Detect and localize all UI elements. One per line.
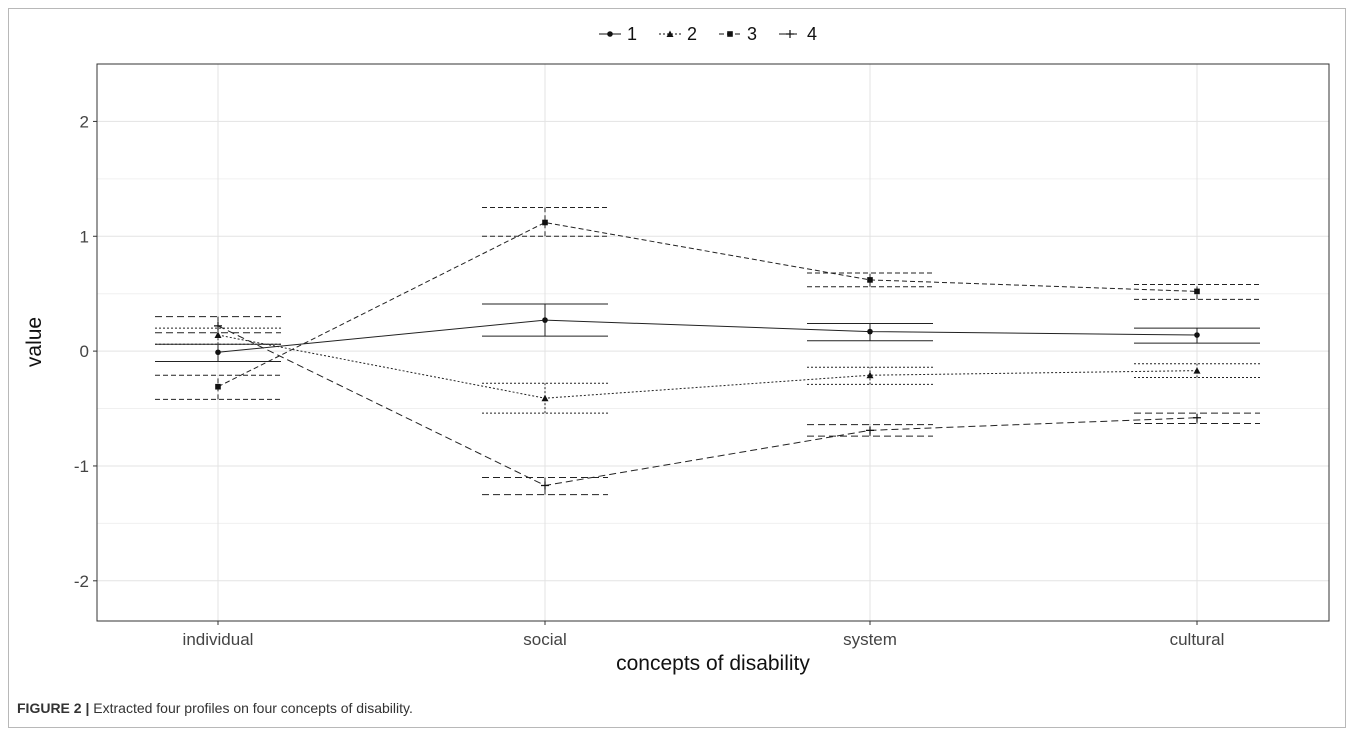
data-point <box>541 481 549 490</box>
line-chart: -2 -1 0 1 2 individual social system cultural 1… <box>23 24 1330 675</box>
data-point <box>1193 413 1201 422</box>
legend-label: 4 <box>807 24 817 44</box>
data-point <box>215 383 221 390</box>
series-1 <box>155 303 1260 362</box>
y-tick-label: -1 <box>74 457 89 476</box>
y-tick-label: 1 <box>80 227 89 246</box>
legend-key-marker <box>727 31 733 37</box>
data-point <box>215 349 221 356</box>
y-tick-label: 2 <box>80 112 89 131</box>
data-point <box>1193 367 1201 374</box>
data-point <box>541 394 549 402</box>
series-4 <box>155 316 1260 496</box>
y-axis-title: value <box>23 317 46 367</box>
x-tick-label: cultural <box>1170 630 1225 649</box>
x-tick-label: social <box>523 630 566 649</box>
series-line <box>217 334 1198 399</box>
x-tick-label: individual <box>183 630 254 649</box>
y-axis: -2 -1 0 1 2 <box>74 112 97 591</box>
data-point <box>214 321 222 330</box>
data-point <box>542 219 548 226</box>
legend-item-4: 4 <box>779 24 817 44</box>
data-point <box>866 371 874 379</box>
series-2 <box>155 327 1260 414</box>
figure-frame <box>8 8 1346 728</box>
data-point <box>542 317 548 323</box>
plot-panel <box>96 63 1330 622</box>
data-point <box>1194 332 1200 338</box>
data-point <box>866 426 874 435</box>
data-point <box>1194 288 1200 295</box>
caption-label: FIGURE 2 | <box>17 700 90 716</box>
legend: 1 2 3 4 <box>599 24 817 44</box>
data-point <box>214 331 222 339</box>
x-axis: individual social system cultural <box>183 621 1225 649</box>
legend-key-marker <box>666 30 674 37</box>
legend-label: 3 <box>747 24 757 44</box>
legend-label: 1 <box>627 24 637 44</box>
x-axis-title: concepts of disability <box>616 652 810 675</box>
legend-item-1: 1 <box>599 24 637 44</box>
series-group <box>155 207 1260 496</box>
legend-item-2: 2 <box>659 24 697 44</box>
x-tick-label: system <box>843 630 897 649</box>
series-line <box>217 319 1198 353</box>
series-line <box>217 221 1198 388</box>
legend-label: 2 <box>687 24 697 44</box>
legend-key-marker <box>607 31 613 37</box>
grid <box>97 64 1329 621</box>
caption-text: Extracted four profiles on four concepts… <box>93 700 413 716</box>
series-3 <box>155 207 1260 400</box>
series-line <box>217 325 1198 487</box>
figure-caption: FIGURE 2 | Extracted four profiles on fo… <box>17 700 413 716</box>
y-tick-label: 0 <box>80 342 89 361</box>
legend-item-3: 3 <box>719 24 757 44</box>
legend-key-marker <box>786 30 794 38</box>
y-tick-label: -2 <box>74 572 89 591</box>
data-point <box>867 277 873 283</box>
data-point <box>867 328 873 335</box>
